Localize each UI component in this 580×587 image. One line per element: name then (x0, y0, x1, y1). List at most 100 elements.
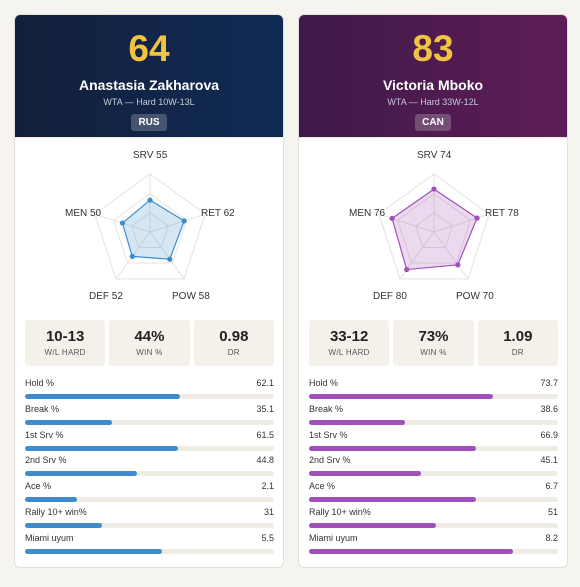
summary-boxes: 10-13 W/L HARD 44% WIN % 0.98 DR (25, 320, 274, 366)
stat-row-ace: Ace % 2.1 (25, 480, 274, 506)
summary-box-wl: 10-13 W/L HARD (25, 320, 106, 366)
radar-grid-ring-0 (131, 212, 169, 248)
stat-bar-track (25, 548, 274, 554)
stat-row-miami: Miami uyum 8.2 (309, 532, 558, 558)
summary-box-dr: 1.09 DR (477, 320, 558, 366)
stat-bar-fill (309, 497, 476, 503)
stat-label: Rally 10+ win% (309, 506, 371, 517)
stat-bar-track (25, 394, 274, 399)
stat-bar-track (309, 471, 558, 477)
radar-chart: SRV 55 RET 62 POW 58 DEF 52 MEN 50 (15, 137, 283, 305)
summary-label: WIN % (136, 348, 163, 357)
stat-value: 66.9 (540, 429, 558, 440)
stat-value: 5.5 (261, 532, 274, 543)
radar-label-pow: POW 70 (456, 291, 494, 302)
stat-value: 61.5 (256, 429, 274, 440)
radar-label-men: MEN 76 (349, 208, 386, 219)
stat-list: Hold % 73.7 Break % 38.6 1st Srv % 66.9 2nd… (309, 377, 558, 558)
stat-label: Hold % (25, 378, 55, 388)
radar-point-3 (404, 266, 410, 273)
summary-box-dr: 0.98 DR (193, 320, 274, 366)
player-rating: 64 (128, 28, 170, 69)
player-card-1: 83 Victoria Mboko WTA — Hard 33W-12L CAN… (298, 14, 568, 568)
stat-bar-fill (309, 445, 476, 451)
stat-bar-track (25, 522, 274, 528)
player-header: 83 Victoria Mboko WTA — Hard 33W-12L CAN (299, 15, 567, 137)
country-badge: CAN (415, 114, 451, 131)
stat-row-break: Break % 38.6 (309, 403, 558, 429)
player-subtitle: WTA — Hard 10W-13L (103, 97, 195, 107)
stat-value: 73.7 (540, 378, 558, 388)
stat-label: Rally 10+ win% (25, 506, 87, 517)
stat-row-rally: Rally 10+ win% 31 (25, 506, 274, 532)
stat-bar-fill (309, 419, 406, 425)
radar-axis-2 (149, 231, 185, 280)
stat-label: Break % (309, 403, 344, 414)
radar-area (391, 188, 478, 271)
radar-point-0 (147, 197, 153, 203)
stat-bar-track (309, 419, 558, 425)
summary-value: 73% (418, 328, 449, 345)
stat-row-hold: Hold % 73.7 (309, 377, 558, 403)
radar-label-def: DEF 80 (373, 291, 407, 302)
summary-box-win: 44% WIN % (109, 320, 190, 366)
radar-label-pow: POW 58 (172, 291, 210, 302)
stat-bar-track (25, 445, 274, 451)
stat-row-hold: Hold % 62.1 (25, 377, 274, 403)
stat-row-2nd-srv: 2nd Srv % 44.8 (25, 454, 274, 480)
stat-value: 38.6 (540, 403, 558, 414)
radar-grid-ring-1 (397, 193, 471, 264)
stat-bar-fill (309, 548, 514, 554)
stat-bar-fill (25, 419, 113, 425)
stat-bar-track (25, 471, 274, 477)
stat-value: 6.7 (545, 481, 558, 492)
stat-value: 62.1 (256, 378, 274, 388)
stat-bar-track (309, 522, 558, 528)
radar-point-0 (431, 186, 437, 192)
radar-point-2 (167, 256, 173, 262)
stat-value: 45.1 (540, 455, 558, 466)
stat-bar-track (309, 394, 558, 399)
summary-value: 33-12 (329, 328, 369, 345)
radar-label-men: MEN 50 (65, 208, 102, 219)
stat-bar-fill (25, 445, 179, 451)
radar-label-ret: RET 62 (201, 208, 235, 219)
summary-label: W/L HARD (44, 348, 86, 357)
summary-label: DR (511, 348, 524, 357)
player-header: 64 Anastasia Zakharova WTA — Hard 10W-13… (15, 15, 283, 137)
radar-axis-1 (433, 213, 490, 233)
stat-label: 2nd Srv % (25, 455, 67, 466)
radar-grid-ring-2 (378, 173, 490, 280)
stat-row-1st-srv: 1st Srv % 66.9 (309, 429, 558, 455)
stat-row-2nd-srv: 2nd Srv % 45.1 (309, 454, 558, 480)
stat-row-rally: Rally 10+ win% 51 (309, 506, 558, 532)
stat-label: 1st Srv % (25, 429, 64, 440)
stat-row-ace: Ace % 6.7 (309, 480, 558, 506)
summary-box-win: 73% WIN % (393, 320, 474, 366)
stat-row-break: Break % 35.1 (25, 403, 274, 429)
stat-bar-track (309, 497, 558, 503)
radar-grid-ring-1 (113, 193, 187, 264)
stat-row-1st-srv: 1st Srv % 61.5 (25, 429, 274, 455)
radar-svg (94, 173, 206, 280)
radar-point-2 (455, 262, 461, 268)
stat-bar-fill (25, 394, 180, 399)
stat-label: Break % (25, 403, 60, 414)
stat-bar-fill (25, 522, 103, 528)
stat-label: Hold % (309, 378, 339, 388)
stat-bar-fill (309, 394, 493, 399)
summary-value: 1.09 (503, 328, 533, 345)
radar-point-4 (389, 215, 395, 221)
summary-value: 10-13 (45, 328, 85, 345)
stat-label: Ace % (25, 481, 52, 492)
country-badge: RUS (131, 114, 167, 131)
radar-label-ret: RET 78 (485, 208, 519, 219)
radar-axis-1 (149, 213, 206, 233)
summary-label: DR (227, 348, 240, 357)
radar-label-def: DEF 52 (89, 291, 123, 302)
stat-value: 35.1 (256, 403, 274, 414)
stat-bar-fill (25, 497, 78, 503)
summary-box-wl: 33-12 W/L HARD (309, 320, 390, 366)
summary-label: WIN % (420, 348, 447, 357)
